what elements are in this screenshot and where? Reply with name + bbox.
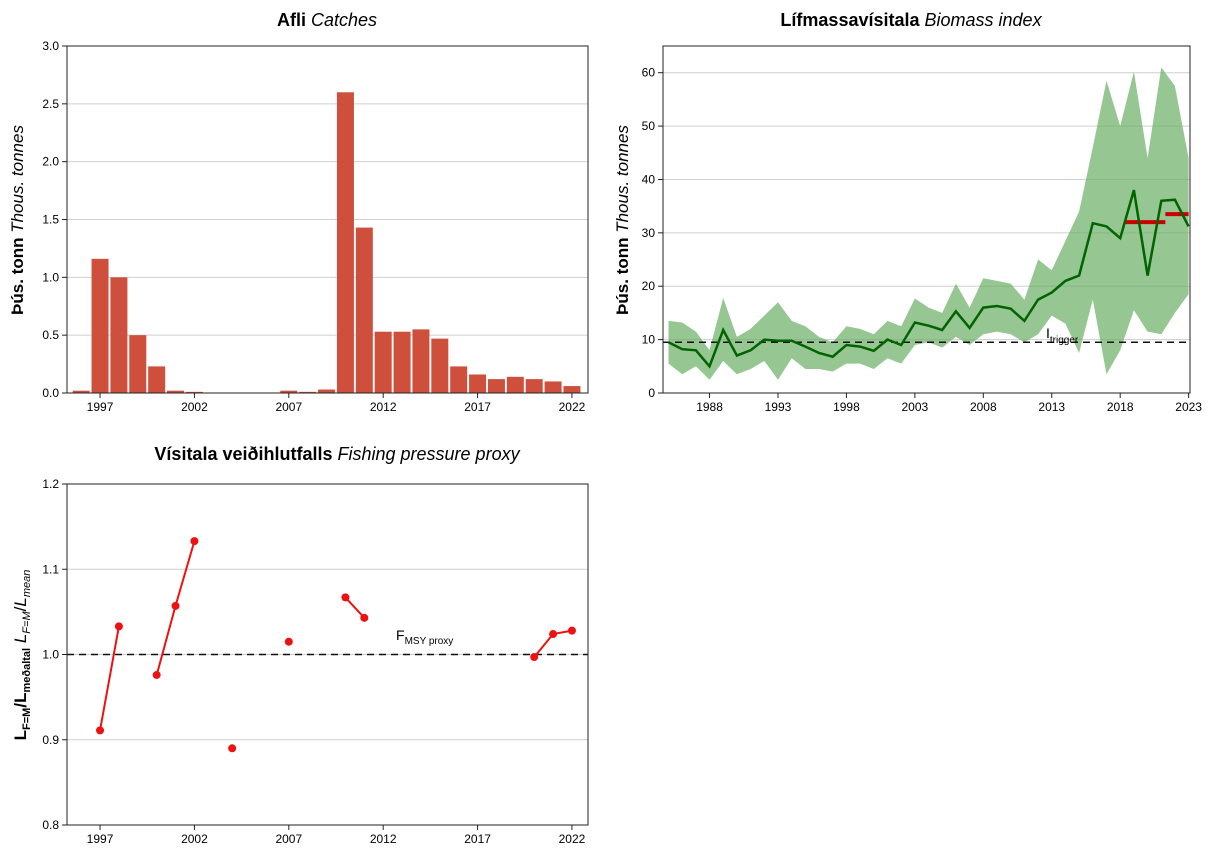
catch-bar-2021	[544, 381, 562, 393]
catch-bar-2012	[374, 331, 392, 393]
catches-x-tick-label: 2017	[464, 400, 491, 414]
biomass-plot-frame	[662, 45, 1191, 394]
fishing-pressure-y-tick-label: 0.9	[42, 733, 59, 747]
fishing-pressure-x-tick-label: 2017	[464, 832, 491, 846]
catch-bar-2018	[487, 379, 505, 393]
biomass-x-tick-label: 2023	[1175, 400, 1202, 414]
catches-x-tick-label: 2007	[275, 400, 302, 414]
catches-x-tick-label: 1997	[87, 400, 114, 414]
fishing-pressure-point-1997	[96, 726, 105, 735]
biomass-x-tick-label: 1998	[833, 400, 860, 414]
catches-panel: Afli Catches 0.0 0.5 1.0 1.5 2.0 2.5 3.0 1997 2…	[8, 10, 589, 414]
fishing-pressure-point-2020	[530, 653, 539, 662]
biomass-panel: Lífmassavísitala Biomass index 0 10 20 30 40…	[613, 10, 1202, 414]
catch-bar-2020	[525, 379, 543, 393]
fishing-pressure-point-2011	[360, 613, 369, 622]
fishing-pressure-y-tick-label: 0.8	[42, 818, 59, 832]
biomass-x-tick-label: 2018	[1107, 400, 1134, 414]
catch-bar-2009	[318, 389, 336, 393]
biomass-x-tick-label: 1993	[765, 400, 792, 414]
biomass-y-tick-label: 50	[642, 119, 656, 133]
fishing-pressure-panel: Vísitala veiðihlutfalls Fishing pressure…	[11, 444, 589, 846]
fishing-pressure-point-2021	[549, 630, 558, 639]
biomass-index-line	[667, 189, 1190, 369]
fishing-pressure-y-tick-label: 1.1	[42, 562, 59, 576]
catch-bar-1996	[72, 390, 90, 393]
catch-bar-2016	[450, 366, 468, 393]
biomass-confidence-band	[668, 67, 1189, 380]
catches-y-tick-label: 2.0	[42, 155, 59, 169]
fishing-pressure-y-axis-label: LF=M/Lmeðaltal LF=M/Lmean	[11, 570, 33, 741]
fishing-pressure-x-tick-label: 1997	[87, 832, 114, 846]
biomass-x-tick-label: 1988	[696, 400, 723, 414]
fishing-pressure-x-tick-label: 2012	[370, 832, 397, 846]
catch-bar-1997	[91, 258, 109, 393]
fishing-pressure-x-tick-label: 2007	[275, 832, 302, 846]
catch-bar-2002	[185, 391, 203, 393]
catches-y-tick-label: 1.5	[42, 213, 59, 227]
biomass-title: Lífmassavísitala Biomass index	[780, 10, 1042, 30]
catch-bar-1999	[129, 335, 147, 393]
fmsy-proxy-label: FMSY proxy	[396, 627, 453, 647]
catch-bar-2015	[431, 338, 449, 393]
fishing-pressure-title: Vísitala veiðihlutfalls Fishing pressure…	[154, 444, 520, 464]
itrigger-label: Itrigger	[1046, 325, 1079, 346]
catch-bar-2000	[148, 366, 166, 393]
catches-x-tick-label: 2012	[370, 400, 397, 414]
catches-y-tick-label: 0.0	[42, 386, 59, 400]
catches-y-tick-label: 1.0	[42, 270, 59, 284]
biomass-x-tick-label: 2008	[970, 400, 997, 414]
biomass-y-tick-label: 60	[642, 66, 656, 80]
fishing-pressure-point-2002	[190, 537, 199, 546]
catches-y-axis-label: Þús. tonn Thous. tonnes	[8, 125, 27, 315]
fishing-pressure-x-tick-label: 2022	[559, 832, 586, 846]
biomass-x-tick-label: 2003	[902, 400, 929, 414]
catch-bar-2008	[299, 391, 317, 393]
fishing-pressure-y-tick-label: 1.0	[42, 648, 59, 662]
fishing-pressure-point-2004	[228, 744, 237, 753]
biomass-y-tick-label: 30	[642, 226, 656, 240]
biomass-y-tick-label: 10	[642, 333, 656, 347]
catches-title: Afli Catches	[277, 10, 377, 30]
biomass-y-tick-label: 0	[648, 386, 655, 400]
catch-bar-2011	[355, 227, 373, 393]
catches-x-tick-label: 2022	[559, 400, 586, 414]
fishing-pressure-point-2022	[567, 626, 576, 635]
catches-y-tick-label: 3.0	[42, 39, 59, 53]
biomass-x-tick-label: 2013	[1038, 400, 1065, 414]
catch-bar-2010	[336, 92, 354, 394]
fishing-pressure-point-2000	[152, 670, 161, 679]
catch-bar-2022	[563, 386, 581, 393]
fishing-pressure-point-1998	[114, 622, 123, 631]
fishing-pressure-connector-1	[99, 626, 120, 731]
catch-bar-2017	[469, 374, 487, 393]
fishing-pressure-y-tick-label: 1.2	[42, 477, 59, 491]
catch-bar-2007	[280, 390, 298, 393]
catches-x-tick-label: 2002	[181, 400, 208, 414]
catch-bar-1998	[110, 277, 128, 393]
catch-bar-2001	[167, 390, 185, 393]
catch-bar-2014	[412, 329, 430, 393]
biomass-y-tick-label: 40	[642, 172, 656, 186]
fishing-pressure-x-tick-label: 2002	[181, 832, 208, 846]
catch-bar-2013	[393, 331, 411, 393]
biomass-y-axis-label: Þús. tonn Thous. tonnes	[613, 125, 632, 315]
fishing-pressure-connector-3	[344, 596, 366, 619]
fishing-pressure-point-2007	[284, 637, 293, 646]
biomass-y-tick-label: 20	[642, 279, 656, 293]
catches-y-tick-label: 0.5	[42, 328, 59, 342]
fishing-pressure-point-2010	[341, 593, 350, 602]
catches-y-tick-label: 2.5	[42, 97, 59, 111]
fishing-pressure-point-2001	[171, 601, 180, 610]
catch-bar-2019	[506, 376, 524, 393]
